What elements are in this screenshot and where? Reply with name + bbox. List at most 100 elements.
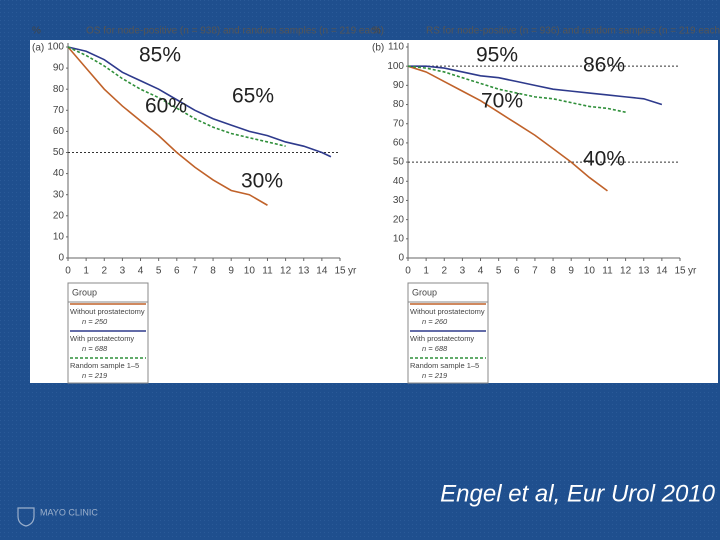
legend-label: With prostatectomy [410, 334, 474, 343]
survival-curve [408, 65, 663, 106]
legend-label: Without prostatectomy [70, 307, 145, 316]
annotation: 95% [476, 44, 518, 67]
x-axis-label: yr [348, 266, 357, 277]
y-tick-label: 70 [393, 118, 405, 129]
logo: MAYO CLINIC [17, 507, 98, 527]
legend-count: n = 219 [422, 371, 448, 380]
x-tick-label: 14 [656, 266, 668, 277]
legend-box [67, 282, 149, 384]
legend-label: Random sample 1–5 [410, 361, 479, 370]
x-tick-label: 5 [156, 266, 162, 277]
y-tick-label: 0 [398, 253, 404, 264]
legend-label: Without prostatectomy [410, 307, 485, 316]
logo-shield [17, 507, 35, 527]
y-tick-label: 90 [393, 80, 405, 91]
survival-curve [407, 65, 608, 192]
y-tick-label: 20 [393, 214, 405, 225]
y-tick-label: 80 [53, 84, 65, 95]
x-tick-label: 0 [405, 266, 411, 277]
x-tick-label: 9 [568, 266, 574, 277]
legend-count: n = 688 [422, 344, 448, 353]
x-tick-label: 1 [83, 266, 89, 277]
x-tick-label: 11 [602, 266, 613, 277]
x-tick-label: 5 [496, 266, 502, 277]
annotation: 30% [241, 170, 283, 193]
legend-count: n = 250 [82, 317, 108, 326]
y-tick-label: 10 [393, 233, 405, 244]
legend-title: Group [412, 287, 437, 297]
x-tick-label: 4 [478, 266, 484, 277]
x-tick-label: 2 [101, 266, 107, 277]
x-axis-label: yr [688, 266, 697, 277]
x-tick-label: 6 [514, 266, 520, 277]
survival-curve [67, 46, 286, 147]
legend-label: With prostatectomy [70, 334, 134, 343]
x-tick-label: 3 [460, 266, 466, 277]
survival-curve [67, 46, 268, 206]
y-tick-label: 40 [53, 168, 65, 179]
x-tick-label: 7 [532, 266, 538, 277]
y-tick-label: 70 [53, 105, 65, 116]
chart-title: RS for node-positive (n = 936) and rando… [426, 26, 720, 37]
x-tick-label: 13 [638, 266, 650, 277]
x-tick-label: 8 [210, 266, 216, 277]
y-tick-label: 60 [393, 138, 405, 149]
survival-curve [407, 65, 626, 114]
y-tick-label: 50 [393, 157, 405, 168]
x-tick-label: 9 [228, 266, 234, 277]
chart-title: OS for node-positive (n = 938) and rando… [86, 26, 384, 37]
legend-label: Random sample 1–5 [70, 361, 139, 370]
x-tick-label: 0 [65, 266, 71, 277]
x-tick-label: 10 [584, 266, 596, 277]
annotation: 60% [145, 95, 187, 118]
y-tick-label: 90 [53, 63, 65, 74]
annotation: 86% [583, 54, 625, 77]
logo-text: MAYO CLINIC [40, 507, 98, 517]
annotation: 40% [583, 148, 625, 171]
y-tick-label: 30 [53, 189, 65, 200]
y-tick-label: 0 [58, 253, 64, 264]
x-tick-label: 12 [620, 266, 632, 277]
legend-box [407, 282, 489, 384]
y-tick-label: 80 [393, 99, 405, 110]
y-axis-label: % [32, 26, 41, 37]
annotation: 70% [481, 90, 523, 113]
x-tick-label: 8 [550, 266, 556, 277]
x-tick-label: 7 [192, 266, 198, 277]
y-tick-label: 20 [53, 210, 65, 221]
x-tick-label: 13 [298, 266, 310, 277]
y-axis-label: % [372, 26, 381, 37]
y-tick-label: 10 [53, 232, 65, 243]
y-tick-label: 100 [47, 42, 64, 53]
x-tick-label: 10 [244, 266, 256, 277]
panel-label: (a) [32, 43, 44, 54]
y-tick-label: 60 [53, 126, 65, 137]
x-tick-label: 11 [262, 266, 273, 277]
y-tick-label: 100 [387, 61, 404, 72]
y-tick-label: 40 [393, 176, 405, 187]
x-tick-label: 1 [423, 266, 429, 277]
y-tick-label: 30 [393, 195, 405, 206]
x-tick-label: 4 [138, 266, 144, 277]
survival-curve [67, 46, 332, 158]
y-tick-label: 50 [53, 147, 65, 158]
legend-count: n = 688 [82, 344, 108, 353]
x-tick-label: 15 [334, 266, 346, 277]
x-tick-label: 2 [441, 266, 447, 277]
annotation: 85% [139, 44, 181, 67]
legend-title: Group [72, 287, 97, 297]
x-tick-label: 3 [120, 266, 126, 277]
panel-label: (b) [372, 43, 384, 54]
x-tick-label: 12 [280, 266, 292, 277]
citation: Engel et al, Eur Urol 2010 [440, 480, 715, 507]
x-tick-label: 6 [174, 266, 180, 277]
legend-count: n = 219 [82, 371, 108, 380]
legend-count: n = 260 [422, 317, 448, 326]
annotation: 65% [232, 85, 274, 108]
y-tick-label: 110 [388, 42, 404, 53]
x-tick-label: 14 [316, 266, 328, 277]
